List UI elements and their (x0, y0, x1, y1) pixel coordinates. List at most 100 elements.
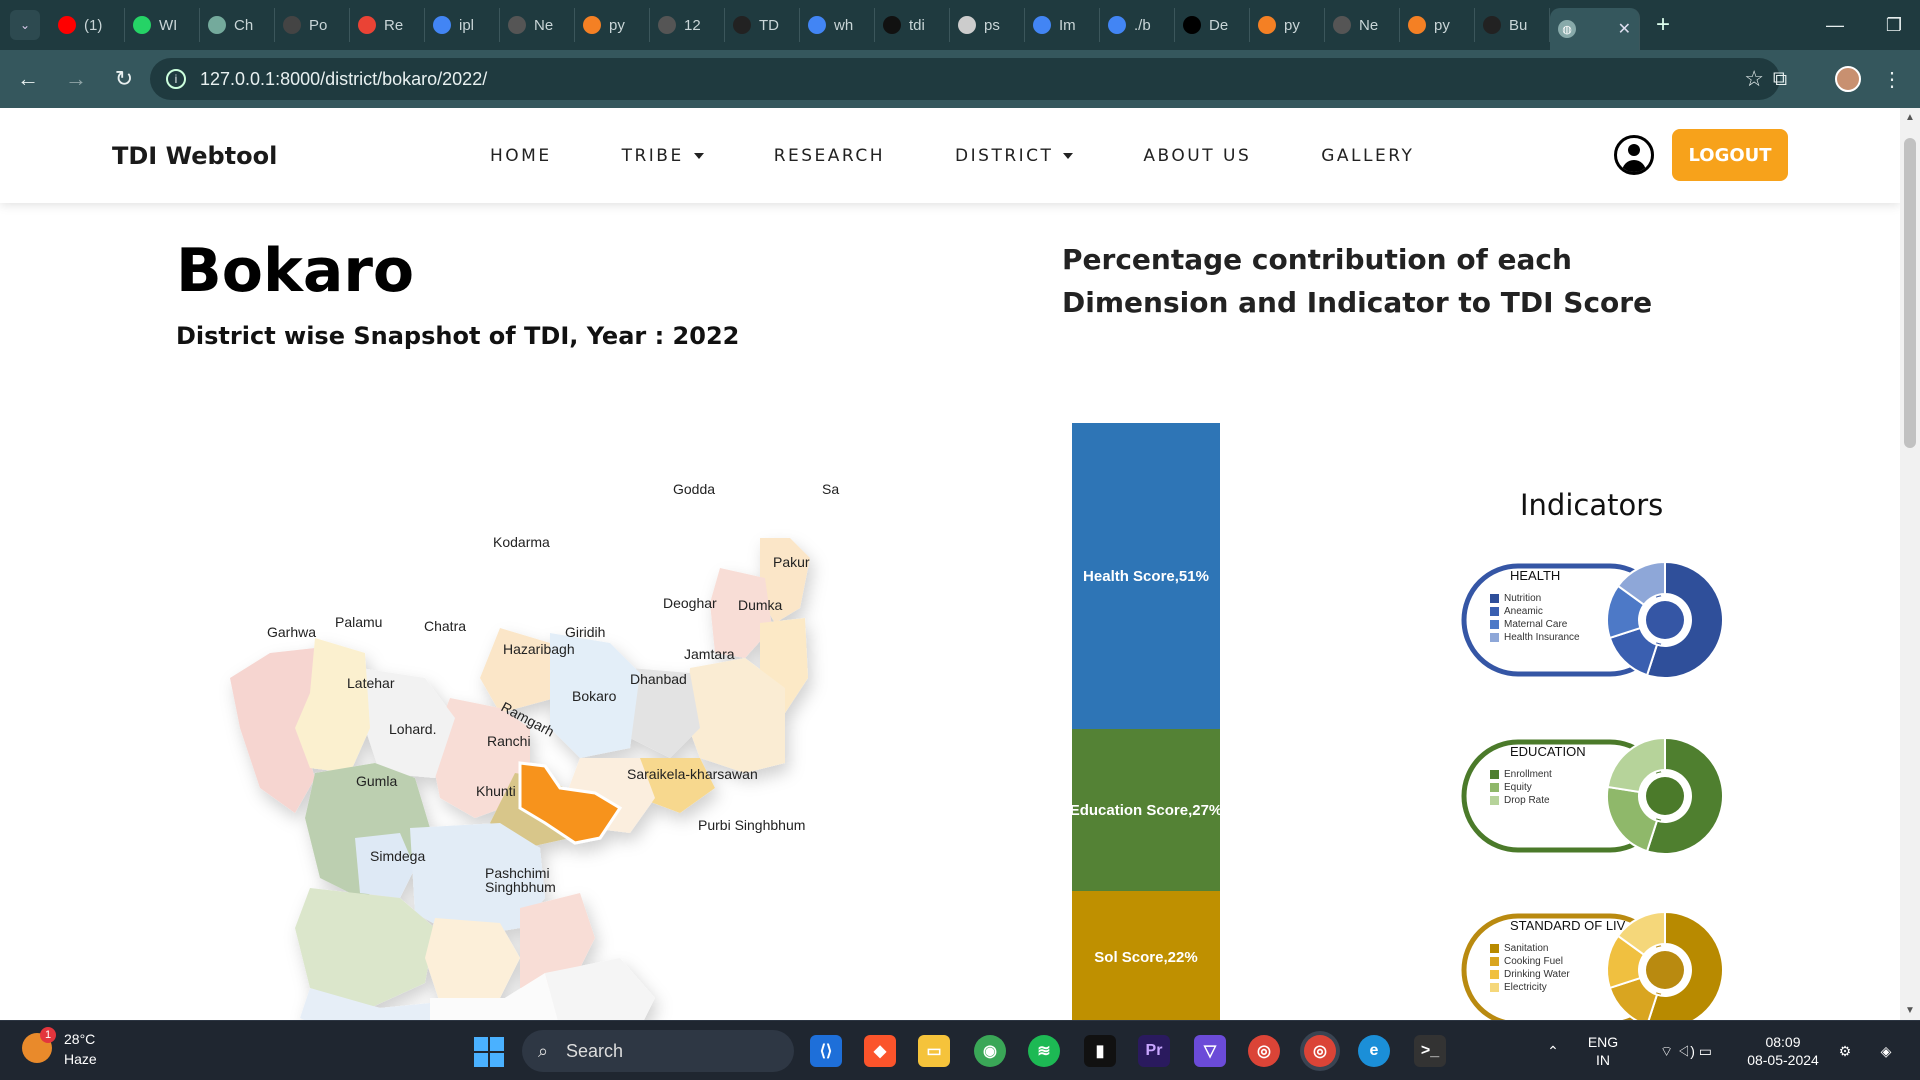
extensions-icon[interactable]: ⧉ (1772, 67, 1788, 90)
close-icon[interactable]: ✕ (1617, 21, 1631, 38)
file-explorer-icon[interactable]: ▭ (918, 1035, 950, 1067)
browser-tab[interactable]: tdi (875, 8, 950, 42)
region-bokaro[interactable] (518, 761, 623, 845)
bar-segment-sol-score[interactable]: Sol Score,22% (1072, 891, 1220, 1020)
region-saraikela[interactable] (520, 893, 595, 988)
region-hazaribagh[interactable] (430, 698, 530, 818)
browser-tab[interactable]: Po (275, 8, 350, 42)
region-kodarma[interactable] (480, 628, 555, 713)
taskbar-search[interactable]: ⌕ Search (522, 1030, 794, 1072)
url-field[interactable]: i 127.0.0.1:8000/district/bokaro/2022/ ☆ (150, 58, 1780, 100)
menu-tribe[interactable]: TRIBE (622, 146, 704, 166)
donut-slice[interactable] (1606, 736, 1666, 794)
bar-segment-health-score[interactable]: Health Score,51% (1072, 423, 1220, 729)
browser-tab[interactable]: py (1400, 8, 1475, 42)
wifi-volume-battery-icons[interactable]: ⌔ ◁) ▭ (1660, 1043, 1712, 1059)
menu-research[interactable]: RESEARCH (774, 146, 885, 166)
site-info-icon[interactable]: i (166, 69, 186, 89)
reload-icon[interactable]: ↻ (114, 66, 134, 91)
indicator-card-standard[interactable]: STANDARD OF LIV Sanitation Cooking Fuel Dri… (1460, 910, 1730, 1020)
browser-tab[interactable]: WI (125, 8, 200, 42)
start-windows-icon[interactable] (474, 1037, 504, 1067)
region-pashchimi-singhbhum[interactable] (430, 973, 560, 1020)
browser-tab[interactable]: (1) (50, 8, 125, 42)
premiere-pro-icon[interactable]: Pr (1138, 1035, 1170, 1067)
indicator-card-education[interactable]: EDUCATION Enrollment Equity Drop Rate (1460, 736, 1730, 856)
region-giridih[interactable] (550, 633, 640, 758)
region-khunti[interactable] (425, 918, 520, 1003)
browser-tab[interactable]: ipl (425, 8, 500, 42)
menu-gallery[interactable]: GALLERY (1321, 146, 1414, 166)
logout-button[interactable]: LOGOUT (1672, 129, 1788, 181)
region-deoghar[interactable] (630, 668, 700, 758)
scroll-down-icon[interactable]: ▼ (1905, 1005, 1915, 1016)
donut-slice[interactable] (1647, 910, 1724, 1020)
kebab-menu-icon[interactable]: ⋮ (1882, 68, 1902, 91)
settings-gear-icon[interactable]: ⚙ (1838, 1043, 1852, 1059)
browser-tab[interactable]: Im (1025, 8, 1100, 42)
new-tab-button[interactable]: + (1656, 11, 1671, 38)
chrome-icon[interactable]: ◎ (1248, 1035, 1280, 1067)
menu-home[interactable]: HOME (490, 146, 552, 166)
region-lohardaga[interactable] (355, 833, 415, 898)
browser-tab[interactable]: py (575, 8, 650, 42)
scroll-up-icon[interactable]: ▲ (1905, 112, 1915, 123)
browser-tab[interactable]: 12 (650, 8, 725, 42)
copilot-icon[interactable]: ◈ (1880, 1043, 1892, 1059)
scroll-thumb[interactable] (1904, 138, 1916, 448)
spotify-icon[interactable]: ≋ (1028, 1035, 1060, 1067)
menu-about-us[interactable]: ABOUT US (1143, 146, 1251, 166)
chrome-active-icon[interactable]: ◎ (1304, 1035, 1336, 1067)
region-garhwa[interactable] (230, 648, 325, 813)
tray-chevron-up-icon[interactable]: ⌃ (1547, 1043, 1559, 1059)
vpn-icon[interactable]: ▽ (1194, 1035, 1226, 1067)
browser-tab[interactable]: ./b (1100, 8, 1175, 42)
profile-avatar[interactable] (1832, 63, 1864, 95)
tab-search-button[interactable]: ⌄ (10, 10, 40, 40)
region-chatra[interactable] (360, 668, 455, 778)
maps-icon[interactable]: ◉ (974, 1035, 1006, 1067)
indicator-card-health[interactable]: HEALTH Nutrition Aneamic Maternal Care Healt… (1460, 560, 1730, 680)
region-godda[interactable] (710, 568, 772, 658)
vscode-icon[interactable]: ⟨⟩ (810, 1035, 842, 1067)
terminal-icon[interactable]: >_ (1414, 1035, 1446, 1067)
audio-app-icon[interactable]: ▮ (1084, 1035, 1116, 1067)
clock[interactable]: 08:09 08-05-2024 (1738, 1021, 1828, 1080)
bookmark-star-icon[interactable]: ☆ (1744, 66, 1764, 91)
region-simdega[interactable] (300, 988, 430, 1020)
brand-logo[interactable]: TDI Webtool (112, 141, 278, 170)
browser-tab[interactable]: wh (800, 8, 875, 42)
browser-tab[interactable]: Ne (500, 8, 575, 42)
user-account-icon[interactable] (1614, 135, 1654, 175)
region-sahibganj[interactable] (760, 538, 810, 623)
browser-tab[interactable]: De (1175, 8, 1250, 42)
region-palamu[interactable] (295, 638, 370, 773)
forward-arrow-icon[interactable]: → (65, 66, 87, 91)
donut-slice[interactable] (1645, 736, 1724, 855)
region-jamtara[interactable] (640, 758, 715, 813)
tab-active[interactable]: ◍ ✕ (1550, 8, 1640, 50)
browser-tab[interactable]: Bu (1475, 8, 1550, 42)
region-gumla[interactable] (295, 888, 435, 1008)
donut-slice[interactable] (1616, 910, 1666, 957)
browser-tab[interactable]: Ch (200, 8, 275, 42)
page-scrollbar[interactable]: ▲ ▼ (1900, 108, 1920, 1020)
back-arrow-icon[interactable]: ← (17, 66, 39, 91)
donut-slice[interactable] (1645, 560, 1724, 679)
region-ranchi[interactable] (410, 823, 545, 938)
bar-segment-education-score[interactable]: Education Score,27% (1072, 729, 1220, 891)
tdi-stacked-bar[interactable]: Health Score,51% Education Score,27% Sol S… (1072, 423, 1220, 1020)
browser-tab[interactable]: ps (950, 8, 1025, 42)
minimize-button[interactable]: — (1826, 14, 1844, 35)
jharkhand-district-map[interactable]: Godda Sahibga Kodarma Pakur Deoghar Dumka Garh… (200, 428, 840, 1020)
donut-slice[interactable] (1616, 560, 1666, 607)
region-purbi-singhbhum[interactable] (545, 958, 655, 1020)
browser-tab[interactable]: py (1250, 8, 1325, 42)
region-dumka[interactable] (685, 658, 785, 773)
menu-district[interactable]: DISTRICT (955, 146, 1074, 166)
brave-icon[interactable]: ◆ (864, 1035, 896, 1067)
maximize-button[interactable]: ❐ (1885, 14, 1903, 35)
edge-icon[interactable]: e (1358, 1035, 1390, 1067)
language-indicator[interactable]: ENG IN (1578, 1021, 1628, 1080)
browser-tab[interactable]: Ne (1325, 8, 1400, 42)
